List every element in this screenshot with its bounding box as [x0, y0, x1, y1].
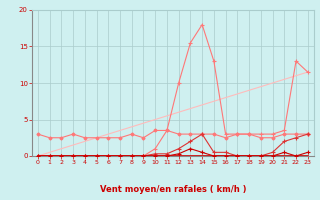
X-axis label: Vent moyen/en rafales ( km/h ): Vent moyen/en rafales ( km/h ) [100, 185, 246, 194]
